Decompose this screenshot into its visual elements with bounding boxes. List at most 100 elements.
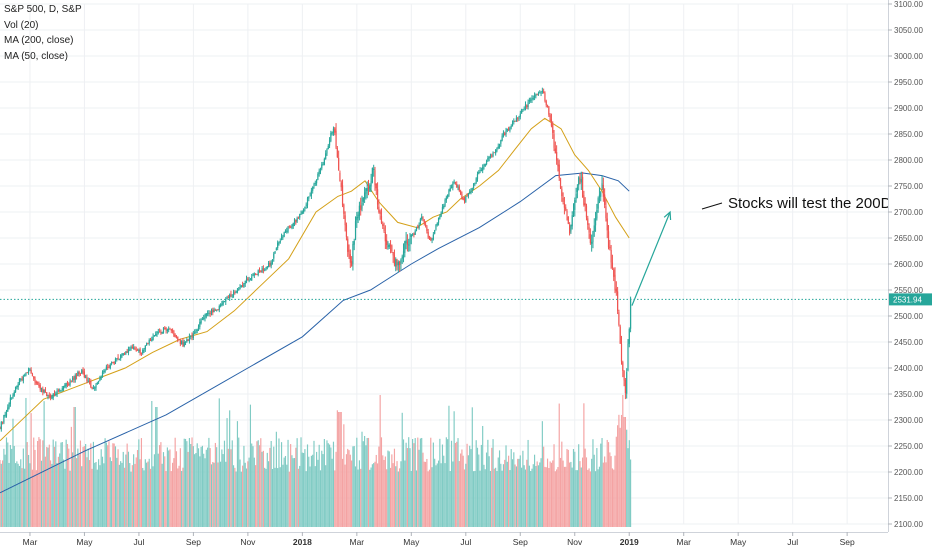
volume-bar (627, 448, 629, 527)
volume-bar (268, 461, 270, 527)
volume-bar (366, 437, 368, 527)
candle-body (283, 232, 285, 237)
volume-bar (623, 417, 625, 527)
volume-bar (475, 440, 477, 527)
annotation-text[interactable]: Stocks will test the 200DMA (728, 195, 914, 212)
candle-body (199, 321, 201, 327)
volume-bar (588, 468, 590, 527)
volume-bar (581, 457, 584, 527)
candle-body (382, 224, 384, 227)
candle-body (127, 349, 130, 353)
volume-bar (251, 443, 253, 527)
legend-symbol[interactable]: S&P 500, D, S&P (4, 4, 82, 15)
volume-bar (323, 439, 325, 527)
x-tick-label: Mar (350, 537, 365, 547)
candle-body (221, 303, 223, 306)
volume-bar (317, 459, 319, 527)
volume-bar (572, 448, 575, 527)
volume-bar (593, 454, 595, 527)
candle-body (580, 178, 582, 183)
candle-body (552, 124, 554, 133)
x-axis[interactable]: Mar May Jul Sep Nov 2018 Mar May Jul Sep Nov 2019 Ma… (0, 532, 932, 550)
volume-bar (370, 467, 372, 527)
volume-bar (264, 467, 266, 527)
y-tick-label: 2800.00 (894, 156, 923, 165)
candle-body (69, 380, 71, 385)
volume-bar (229, 410, 231, 527)
candle-body (253, 273, 255, 276)
candle-body (559, 177, 562, 189)
volume-bar (532, 464, 534, 527)
candle-body (227, 297, 229, 298)
volume-bar (434, 458, 436, 527)
volume-bar (347, 448, 349, 527)
candle-body (68, 383, 70, 386)
candle-body (387, 245, 389, 248)
candle-body (391, 245, 393, 252)
candle-body (574, 200, 576, 210)
volume-bar (500, 463, 502, 527)
volume-bar (107, 445, 109, 527)
volume-bar (295, 447, 297, 527)
volume-bar (184, 438, 187, 527)
candle-body (437, 217, 440, 223)
candle-body (24, 375, 26, 377)
volume-bar (43, 401, 45, 527)
candle-body (358, 205, 361, 217)
volume-bar (168, 450, 170, 527)
candle-body (369, 185, 371, 192)
volume-bar (48, 444, 50, 527)
candle-body (187, 339, 189, 341)
volume-bar (265, 468, 267, 527)
candle-body (319, 168, 322, 172)
volume-bar (230, 449, 232, 527)
y-tick-label: 3000.00 (894, 52, 923, 61)
candle-body (327, 145, 329, 150)
volume-bar (437, 460, 440, 527)
volume-bar (51, 463, 53, 527)
volume-bar (239, 459, 241, 527)
candle-body (282, 236, 284, 238)
candle-body (208, 312, 210, 314)
candle-body (290, 226, 292, 228)
volume-bar (545, 467, 547, 527)
volume-bar (8, 462, 10, 527)
volume-bar (445, 437, 447, 527)
volume-bar (101, 456, 104, 527)
volume-bar (399, 468, 401, 527)
volume-bar (47, 447, 49, 527)
volume-bar (131, 465, 133, 527)
candle-body (431, 239, 433, 241)
legend-ma200[interactable]: MA (200, close) (4, 35, 74, 46)
volume-bar (546, 458, 549, 527)
candle-body (531, 98, 533, 101)
candle-body (269, 262, 271, 266)
candle-body (461, 194, 463, 199)
y-axis[interactable]: 3100.00 3050.00 3000.00 2950.00 2900.00 2850.… (888, 0, 932, 550)
volume-bar (576, 470, 578, 527)
volume-bar (622, 395, 624, 527)
volume-bar (65, 439, 67, 527)
candle-body (462, 198, 464, 200)
volume-bar (473, 471, 475, 527)
candle-body (90, 381, 92, 387)
candle-body (351, 261, 353, 266)
candle-body (413, 233, 415, 236)
candle-body (305, 204, 307, 206)
candle-body (424, 224, 427, 226)
volume-bar (78, 454, 80, 527)
volume-bar (223, 440, 226, 527)
volume-bar (506, 461, 508, 527)
volume-bar (567, 449, 569, 527)
volume-bar (614, 455, 616, 527)
volume-bar (613, 469, 615, 527)
volume-bar (50, 460, 52, 527)
volume-bar (521, 467, 523, 527)
candle-body (483, 165, 485, 167)
legend-ma50[interactable]: MA (50, close) (4, 50, 68, 62)
volume-bar (585, 457, 588, 527)
candle-body (383, 227, 385, 232)
candle-body (252, 275, 254, 277)
legend-volume[interactable]: Vol (20) (4, 19, 39, 31)
